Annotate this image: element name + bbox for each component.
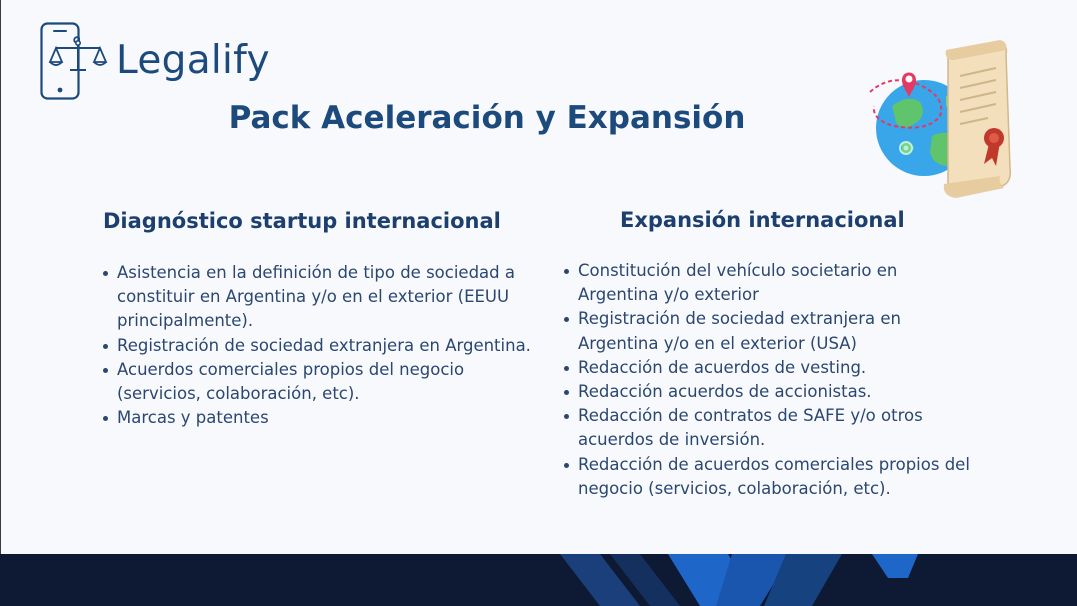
column-title-diagnostico: Diagnóstico startup internacional: [103, 209, 501, 233]
list-item-text: Registración de sociedad extranjera en A…: [578, 309, 901, 353]
globe-certificate-illustration: [869, 40, 1012, 198]
list-item: Constitución del vehículo societario en …: [564, 259, 974, 307]
list-diagnostico: Asistencia en la definición de tipo de s…: [103, 261, 543, 430]
list-item: Registración de sociedad extranjera en A…: [564, 307, 974, 355]
list-item: Redacción acuerdos de accionistas.: [564, 380, 974, 404]
bullet-dot-icon: [564, 390, 569, 396]
list-item-text: Acuerdos comerciales propios del negocio…: [117, 359, 465, 404]
list-item: Redacción de acuerdos comerciales propio…: [564, 453, 974, 501]
bullet-dot-icon: [103, 343, 108, 349]
list-item: Asistencia en la definición de tipo de s…: [103, 261, 543, 334]
brand-name: Legalify: [116, 38, 270, 83]
bullet-dot-icon: [564, 462, 569, 468]
list-item: Acuerdos comerciales propios del negocio…: [103, 358, 543, 406]
list-expansion: Constitución del vehículo societario en …: [564, 259, 974, 501]
list-item: Marcas y patentes: [103, 406, 543, 430]
legalify-logo: Legalify: [40, 22, 280, 102]
bullet-dot-icon: [103, 416, 108, 422]
list-item-text: Redacción de acuerdos de vesting.: [578, 357, 867, 377]
scales-icon: [48, 40, 108, 71]
column-title-expansion: Expansión internacional: [620, 208, 905, 232]
bullet-dot-icon: [103, 271, 108, 276]
bullet-dot-icon: [564, 269, 569, 274]
list-item-text: Registración de sociedad extranjera en A…: [117, 335, 531, 355]
list-item-text: Redacción de acuerdos comerciales propio…: [578, 454, 970, 498]
list-item: Registración de sociedad extranjera en A…: [103, 334, 543, 358]
page-title: Pack Aceleración y Expansión: [228, 100, 746, 136]
bullet-dot-icon: [564, 317, 569, 323]
list-item-text: Redacción acuerdos de accionistas.: [578, 382, 872, 402]
list-item: Redacción de contratos de SAFE y/o otros…: [564, 404, 974, 452]
footer-band: [0, 554, 1077, 606]
list-item: Redacción de acuerdos de vesting.: [564, 356, 974, 380]
bullet-dot-icon: [103, 367, 108, 373]
list-item-text: Constitución del vehículo societario en …: [578, 261, 898, 305]
frame-border: [0, 0, 1, 556]
list-item-text: Asistencia en la definición de tipo de s…: [117, 263, 515, 331]
bullet-dot-icon: [564, 414, 569, 420]
list-item-text: Marcas y patentes: [117, 408, 269, 428]
list-item-text: Redacción de contratos de SAFE y/o otros…: [578, 406, 923, 450]
bullet-dot-icon: [564, 365, 569, 371]
